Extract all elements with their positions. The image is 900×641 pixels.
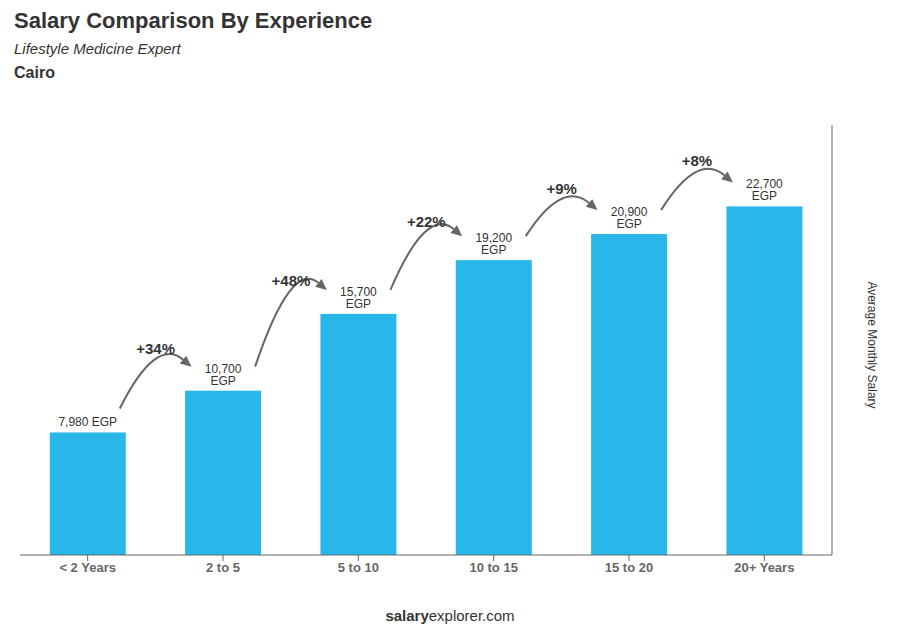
svg-text:10,700EGP: 10,700EGP — [205, 362, 242, 388]
svg-text:+8%: +8% — [682, 152, 712, 169]
html-text:Average Monthly Salary: Average Monthly Salary — [865, 281, 879, 409]
html-text:Cairo: Cairo — [14, 64, 55, 81]
svg-text:2 to 5: 2 to 5 — [206, 560, 240, 575]
svg-text:+34%: +34% — [136, 340, 175, 357]
svg-text:+48%: +48% — [272, 272, 311, 289]
svg-text:22,700EGP: 22,700EGP — [746, 177, 783, 203]
svg-text:7,980 EGP: 7,980 EGP — [58, 415, 117, 429]
svg-text:15,700EGP: 15,700EGP — [340, 285, 377, 311]
svg-text:+22%: +22% — [407, 213, 446, 230]
svg-text:20,900EGP: 20,900EGP — [611, 205, 648, 231]
svg-text:19,200EGP: 19,200EGP — [475, 231, 512, 257]
html-text:salary explorer.com: salary explorer.com — [385, 607, 515, 624]
html-text:Lifestyle Medicine Expert: Lifestyle Medicine Expert — [14, 40, 181, 57]
svg-text:10 to 15: 10 to 15 — [469, 560, 517, 575]
svg-text:< 2 Years: < 2 Years — [59, 560, 116, 575]
svg-text:20+ Years: 20+ Years — [734, 560, 794, 575]
html-text:Salary Comparison By Experienc: Salary Comparison By Experience — [14, 8, 373, 33]
svg-text:+9%: +9% — [546, 180, 576, 197]
svg-text:5 to 10: 5 to 10 — [338, 560, 379, 575]
svg-text:15 to 20: 15 to 20 — [605, 560, 653, 575]
